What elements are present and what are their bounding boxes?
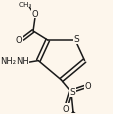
Text: O: O (32, 10, 38, 19)
Text: S: S (69, 87, 75, 96)
Text: NH₂: NH₂ (0, 56, 16, 65)
Text: CH₃: CH₃ (18, 2, 32, 8)
Text: NH: NH (15, 56, 28, 65)
Text: O: O (62, 104, 68, 113)
Text: O: O (84, 82, 90, 90)
Text: O: O (15, 36, 22, 45)
Text: S: S (73, 35, 79, 44)
